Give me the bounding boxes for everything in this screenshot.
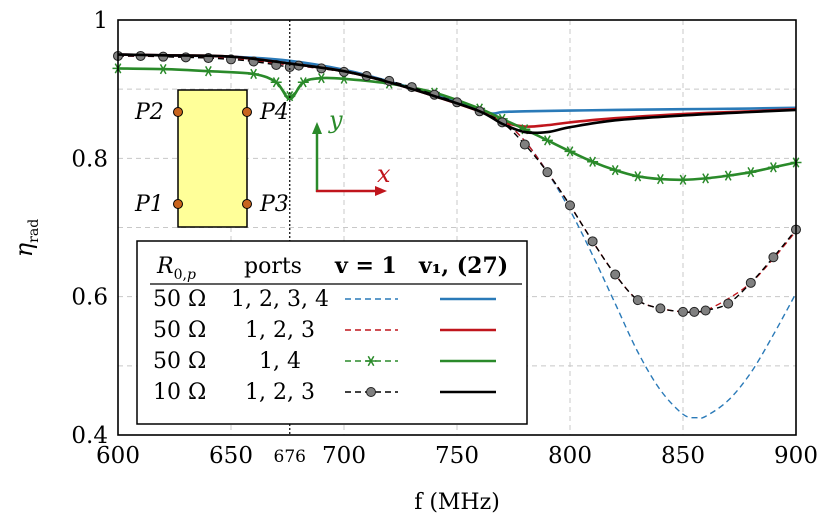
x-tick-label-5: 800 xyxy=(548,443,592,469)
port-p4-label: P4 xyxy=(259,100,289,125)
legend-row-0-resistance: 50 Ω xyxy=(153,287,206,312)
legend-row-3-resistance: 10 Ω xyxy=(153,380,206,405)
x-tick-label-4: 750 xyxy=(435,443,479,469)
x-axis-label: f (MHz) xyxy=(414,490,500,515)
legend-row-2-resistance: 50 Ω xyxy=(153,349,206,374)
antenna-plate xyxy=(177,89,248,228)
port-p1-dot xyxy=(173,199,183,209)
legend-rows: 50 Ω 1, 2, 3, 4 50 Ω 1, 2, 3 50 Ω 1, 4 10 Ω 1, … xyxy=(153,287,496,405)
x-direction-label: x xyxy=(377,160,391,188)
series-line-7 xyxy=(117,53,797,135)
series-layer xyxy=(112,50,802,419)
port-p3-dot xyxy=(242,199,252,209)
series-6-point-21 xyxy=(565,200,575,211)
port-p1-label: P1 xyxy=(134,192,164,217)
x-tick-label-1: 650 xyxy=(209,443,253,469)
legend-header-v1: v = 1 xyxy=(334,253,397,279)
x-tick-label-0: 600 xyxy=(96,443,140,469)
series-6-point-24 xyxy=(632,295,643,306)
legend-header-r: R0,p xyxy=(156,254,196,283)
series-6-point-26 xyxy=(678,306,688,317)
y-tick-label-1: 0.6 xyxy=(71,285,108,311)
series-6-point-22 xyxy=(587,236,598,247)
legend-box xyxy=(136,240,528,425)
port-p4-dot xyxy=(242,107,252,117)
port-p3-label: P3 xyxy=(259,192,289,217)
y-axis-label: ηrad xyxy=(10,219,42,257)
x-tick-label-3: 700 xyxy=(322,443,366,469)
y-arrowhead xyxy=(312,122,322,134)
legend: R0,p ports v = 1 v₁, (27) 50 Ω 1, 2, 3, 4… xyxy=(136,240,528,425)
plot-frame xyxy=(117,19,797,436)
series-6-point-19 xyxy=(519,139,530,150)
port-layout-inset: P2 P4 P1 P3 y x xyxy=(134,89,391,228)
y-tick-label-0: 0.4 xyxy=(71,423,108,449)
series-6-point-20 xyxy=(542,167,553,178)
series-line-5 xyxy=(117,67,797,182)
legend-header-v1-eq27: v₁, (27) xyxy=(418,253,508,279)
legend-row-1-resistance: 50 Ω xyxy=(153,318,206,343)
legend-row-0-ports: 1, 2, 3, 4 xyxy=(231,287,329,312)
series-6-point-28 xyxy=(700,305,711,316)
x-arrowhead xyxy=(375,186,387,196)
series-6-point-29 xyxy=(723,298,734,309)
port-p2-label: P2 xyxy=(134,100,164,125)
series-6-point-30 xyxy=(745,277,756,288)
legend-row-2-ports: 1, 4 xyxy=(259,349,301,374)
x-tick-label-6: 850 xyxy=(661,443,705,469)
y-direction-label: y xyxy=(328,106,343,134)
port-p2-dot xyxy=(173,107,183,117)
x-tick-label-2: 676 xyxy=(274,447,306,467)
series-6-point-23 xyxy=(610,269,621,280)
series-6-point-27 xyxy=(689,306,700,317)
legend-row-1-ports: 1, 2, 3 xyxy=(245,318,315,343)
legend-header-ports: ports xyxy=(244,254,302,279)
series-6-point-31 xyxy=(768,252,779,263)
series-6-point-2 xyxy=(158,51,169,62)
legend-row-2-marker xyxy=(365,355,377,367)
legend-row-3-marker xyxy=(366,387,376,397)
legend-row-3-ports: 1, 2, 3 xyxy=(245,380,315,405)
series-6-point-25 xyxy=(655,303,666,314)
x-tick-label-7: 900 xyxy=(774,443,818,469)
y-tick-label-3: 1 xyxy=(93,8,108,34)
tick-labels: 600 650 676 700 750 800 850 900 0.4 0.6 0.8 1 xyxy=(71,8,818,469)
y-tick-label-2: 0.8 xyxy=(71,146,108,172)
